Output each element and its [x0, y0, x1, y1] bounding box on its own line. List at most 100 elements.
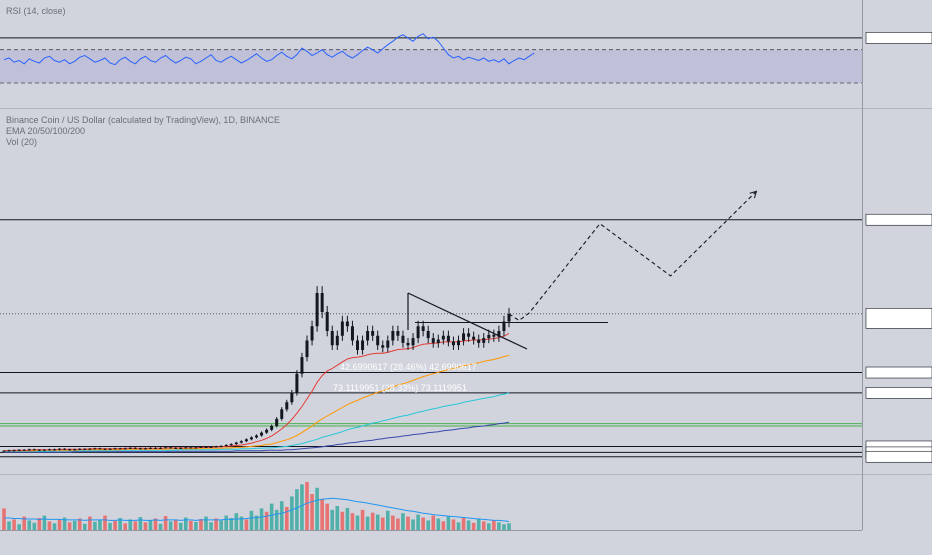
- price-candle-body: [411, 338, 415, 346]
- price-candle-body: [7, 450, 11, 452]
- measure-label-1[interactable]: 42.6990617 (28.46%) 42.6990617: [340, 362, 477, 372]
- price-candle-body: [462, 333, 466, 341]
- volume-bar: [42, 515, 47, 530]
- volume-bar: [426, 520, 430, 530]
- volume-bar: [325, 503, 329, 530]
- triangle-upper-trendline[interactable]: [407, 292, 528, 350]
- volume-bar: [360, 509, 365, 530]
- volume-bar: [507, 523, 511, 530]
- price-candle-body: [502, 321, 506, 331]
- volume-bar: [244, 519, 249, 530]
- volume-bar: [380, 517, 385, 530]
- volume-bar: [62, 517, 67, 530]
- price-tags-layer: [865, 32, 932, 463]
- volume-bar: [487, 523, 491, 530]
- volume-bar: [153, 518, 158, 530]
- volume-bar: [310, 494, 314, 530]
- price-candle-body: [164, 447, 168, 449]
- volume-bar: [416, 514, 420, 530]
- volume-bars-layer: [2, 482, 511, 530]
- volume-bar: [370, 512, 375, 530]
- volume-bar: [431, 515, 436, 530]
- volume-bar: [300, 484, 304, 530]
- price-candle-body: [416, 326, 420, 339]
- rsi-legend[interactable]: RSI (14, close): [6, 6, 66, 16]
- price-candle-body: [234, 442, 238, 445]
- volume-bar: [67, 522, 72, 530]
- rsi-line-layer: [3, 33, 535, 66]
- volume-bar: [57, 519, 62, 530]
- price-candle-body: [275, 418, 279, 426]
- volume-bar: [158, 523, 163, 530]
- price-candle-body: [27, 449, 31, 451]
- price-candle-body: [169, 447, 173, 449]
- projection-path[interactable]: [508, 190, 757, 322]
- rsi-band-layer: [0, 49, 862, 84]
- price-level-tag-bg: [865, 450, 932, 463]
- rsi-line: [3, 33, 535, 66]
- price-candle-body: [441, 335, 445, 340]
- price-candle-body: [128, 447, 132, 449]
- price-candle-body: [356, 340, 359, 350]
- price-candle-body: [305, 340, 309, 358]
- symbol-title[interactable]: Binance Coin / US Dollar (calculated by …: [6, 115, 280, 125]
- volume-bar: [305, 482, 309, 530]
- volume-bar: [229, 518, 234, 530]
- volume-bar: [148, 520, 153, 530]
- price-candle-body: [290, 392, 294, 403]
- volume-bar: [209, 522, 213, 530]
- volume-bar: [451, 519, 456, 530]
- price-level-tag-bg: [865, 366, 932, 379]
- price-candle-body: [47, 449, 51, 451]
- price-candle-body: [37, 449, 41, 451]
- price-candle-body: [295, 373, 299, 393]
- volume-legend[interactable]: Vol (20): [6, 137, 37, 147]
- price-candle-body: [58, 448, 62, 450]
- measure-label-2[interactable]: 73.1119951 (28.33%) 73.1119951: [333, 383, 467, 393]
- price-candle-body: [229, 444, 233, 446]
- volume-bar: [355, 515, 360, 530]
- volume-bar: [290, 496, 294, 530]
- volume-bar: [108, 522, 112, 530]
- price-candle-body: [345, 321, 349, 327]
- volume-bar: [234, 513, 239, 530]
- price-level-tag-bg: [865, 387, 932, 399]
- volume-bar: [345, 507, 350, 530]
- price-candle-body: [108, 448, 112, 450]
- price-candle-body: [421, 326, 425, 331]
- price-candle-body: [325, 312, 329, 331]
- volume-bar: [118, 518, 122, 530]
- volume-bar: [335, 506, 340, 530]
- drawings-layer[interactable]: [407, 292, 528, 350]
- horizontal-levels-layer: [0, 37, 862, 458]
- price-candle-body: [148, 447, 152, 449]
- price-candle-body: [270, 426, 274, 430]
- volume-ma-line: [4, 497, 510, 522]
- volume-bar: [199, 518, 203, 530]
- volume-bar: [133, 521, 138, 530]
- price-candle-body: [199, 446, 203, 448]
- volume-bar: [47, 521, 52, 530]
- price-candle-body: [436, 339, 440, 343]
- price-candle-body: [143, 448, 147, 450]
- volume-bar: [249, 510, 254, 530]
- price-candle-body: [507, 313, 511, 322]
- price-candle-body: [492, 334, 496, 337]
- volume-bar: [254, 515, 259, 530]
- volume-bar: [492, 520, 496, 530]
- price-candle-body: [88, 448, 92, 450]
- rsi-band: [0, 49, 862, 83]
- price-candle-body: [482, 338, 486, 343]
- ema-legend[interactable]: EMA 20/50/100/200: [6, 126, 85, 136]
- volume-bar: [32, 522, 37, 530]
- volume-bar: [77, 518, 82, 530]
- price-candle-body: [446, 335, 450, 342]
- price-candle-body: [12, 450, 16, 452]
- projection-path-layer[interactable]: [508, 190, 758, 322]
- price-candle-body: [32, 449, 36, 451]
- last-price-tag-bg: [865, 307, 932, 329]
- volume-bar: [441, 521, 446, 530]
